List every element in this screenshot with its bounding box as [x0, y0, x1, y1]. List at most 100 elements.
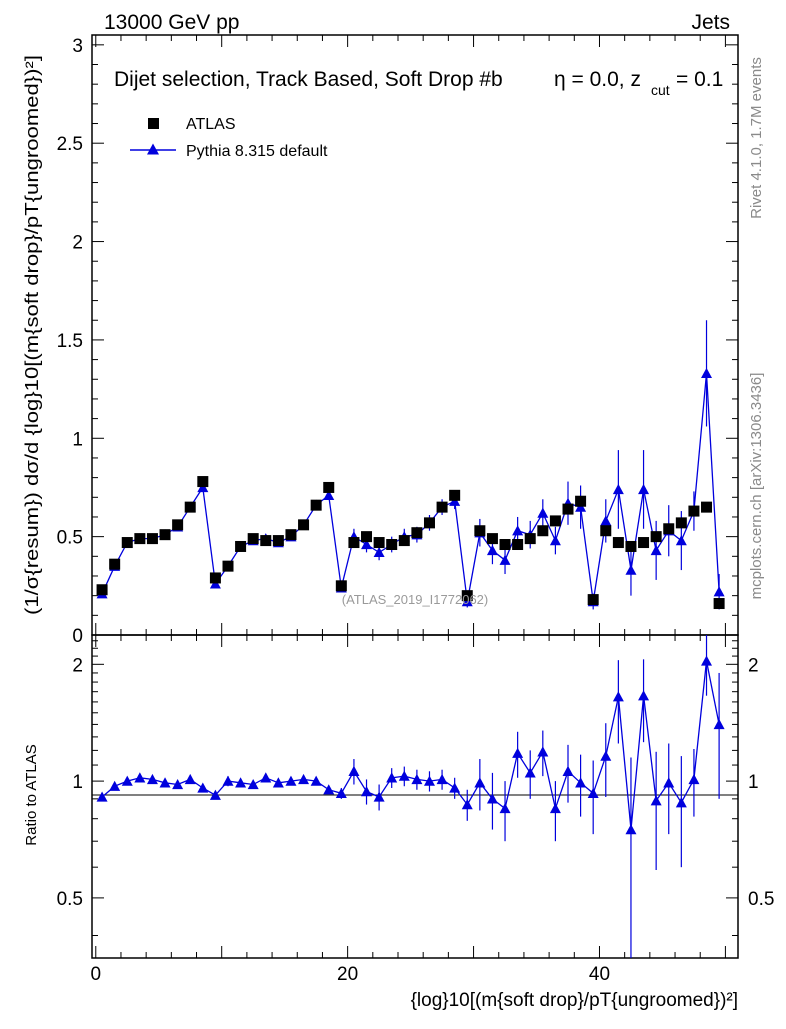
data-marker: [172, 519, 184, 531]
data-marker: [625, 540, 637, 552]
ratio-plot-border: [91, 634, 739, 959]
data-marker: [109, 558, 121, 570]
data-marker: [612, 537, 624, 549]
legend-data-marker: [148, 118, 159, 129]
data-marker: [222, 560, 234, 572]
ratio-marker: [411, 773, 423, 785]
data-marker: [235, 540, 247, 552]
ratio-marker: [474, 777, 486, 788]
x-axis-label: {log}10[(m{soft drop}/pT{ungroomed})²]: [411, 990, 738, 1011]
ratio-marker: [285, 775, 297, 786]
ratio-marker: [247, 779, 259, 790]
data-marker: [512, 539, 524, 551]
ratio-marker: [96, 791, 108, 802]
data-marker: [285, 529, 297, 541]
main-y-tick-label: 1.5: [57, 331, 83, 352]
data-marker: [663, 523, 675, 535]
data-marker: [701, 501, 713, 513]
data-marker: [96, 584, 108, 596]
ratio-marker: [549, 802, 561, 814]
header-energy: 13000 GeV pp: [104, 11, 239, 34]
mc-marker: [499, 554, 511, 565]
analysis-watermark: (ATLAS_2019_I1772062): [342, 592, 488, 607]
main-y-tick-label: 0.5: [57, 528, 83, 549]
ratio-marker: [512, 747, 524, 758]
data-marker: [562, 503, 574, 515]
ratio-y-ticks: 0.5 1 2 0.5 1 2: [57, 640, 774, 937]
data-marker: [713, 598, 725, 610]
ratio-marker: [310, 775, 322, 786]
mc-line: [101, 373, 720, 602]
x-tick-label: 20: [337, 964, 358, 985]
ratio-marker: [373, 791, 385, 802]
ratio-marker: [260, 772, 272, 783]
legend-mc-marker: [147, 143, 159, 155]
data-marker: [335, 580, 347, 592]
header-process: Jets: [691, 11, 730, 34]
zcut-subscript: cut: [651, 82, 670, 98]
data-marker: [361, 531, 373, 543]
ratio-marker: [499, 802, 511, 814]
data-marker: [398, 535, 410, 547]
x-tick-label: 0: [90, 964, 101, 985]
ratio-marker: [587, 787, 599, 799]
ratio-marker: [197, 782, 209, 793]
mc-marker: [612, 483, 624, 495]
data-marker: [436, 501, 448, 513]
ratio-marker: [625, 824, 637, 835]
mc-marker: [361, 539, 373, 550]
data-marker: [524, 533, 536, 545]
selection-annotation: Dijet selection, Track Based, Soft Drop …: [114, 68, 503, 91]
data-marker: [486, 533, 498, 545]
main-y-tick-label: 2.5: [57, 134, 83, 155]
ratio-line: [101, 660, 720, 830]
main-y-tick-label: 3: [72, 36, 83, 57]
data-marker: [650, 531, 662, 543]
data-marker: [260, 535, 272, 547]
ratio-panel-frame: [91, 634, 739, 959]
ratio-y-tick-label-left: 0.5: [57, 889, 83, 910]
legend-mc-label: Pythia 8.315 default: [186, 143, 328, 160]
data-marker: [675, 517, 687, 529]
data-marker: [373, 537, 385, 549]
data-marker: [587, 594, 599, 606]
ratio-marker: [146, 773, 158, 785]
ratio-marker: [449, 782, 461, 793]
mc-marker: [675, 535, 687, 546]
data-marker: [310, 499, 322, 511]
mc-marker: [486, 544, 498, 556]
ratio-marker: [272, 777, 284, 788]
mc-marker: [600, 515, 612, 526]
ratio-marker: [575, 777, 587, 788]
main-y-tick-label: 0: [72, 626, 83, 647]
mc-marker: [549, 535, 561, 546]
data-marker: [638, 537, 650, 549]
data-marker: [209, 572, 221, 584]
data-marker: [121, 537, 133, 549]
ratio-marker: [486, 793, 498, 804]
mc-series-ratio: [96, 635, 725, 958]
ratio-marker: [600, 750, 612, 761]
mc-marker: [537, 507, 549, 518]
data-marker: [600, 525, 612, 537]
mc-marker: [373, 546, 385, 558]
data-marker: [272, 535, 284, 547]
ratio-y-tick-label-left: 1: [72, 772, 83, 793]
ratio-marker: [398, 770, 410, 781]
mc-marker: [625, 564, 637, 575]
ratio-marker: [348, 765, 360, 776]
y-axis-label-main: (1/σ{resum}) dσ/d {log}10[(m{soft drop}/…: [22, 55, 42, 615]
ratio-y-tick-label-right: 0.5: [748, 889, 774, 910]
data-marker: [197, 476, 209, 488]
data-marker: [537, 525, 549, 537]
side-label-rivet: Rivet 4.1.0, 1.7M events: [748, 57, 765, 219]
ratio-marker: [537, 746, 549, 757]
side-label-mcplots: mcplots.cern.ch [arXiv:1306.3436]: [748, 373, 765, 600]
ratio-marker: [612, 691, 624, 702]
ratio-marker: [688, 773, 700, 785]
data-marker: [449, 489, 461, 501]
main-y-tick-label: 2: [72, 233, 83, 254]
data-marker: [323, 481, 335, 493]
ratio-y-tick-label-right: 2: [748, 655, 759, 676]
